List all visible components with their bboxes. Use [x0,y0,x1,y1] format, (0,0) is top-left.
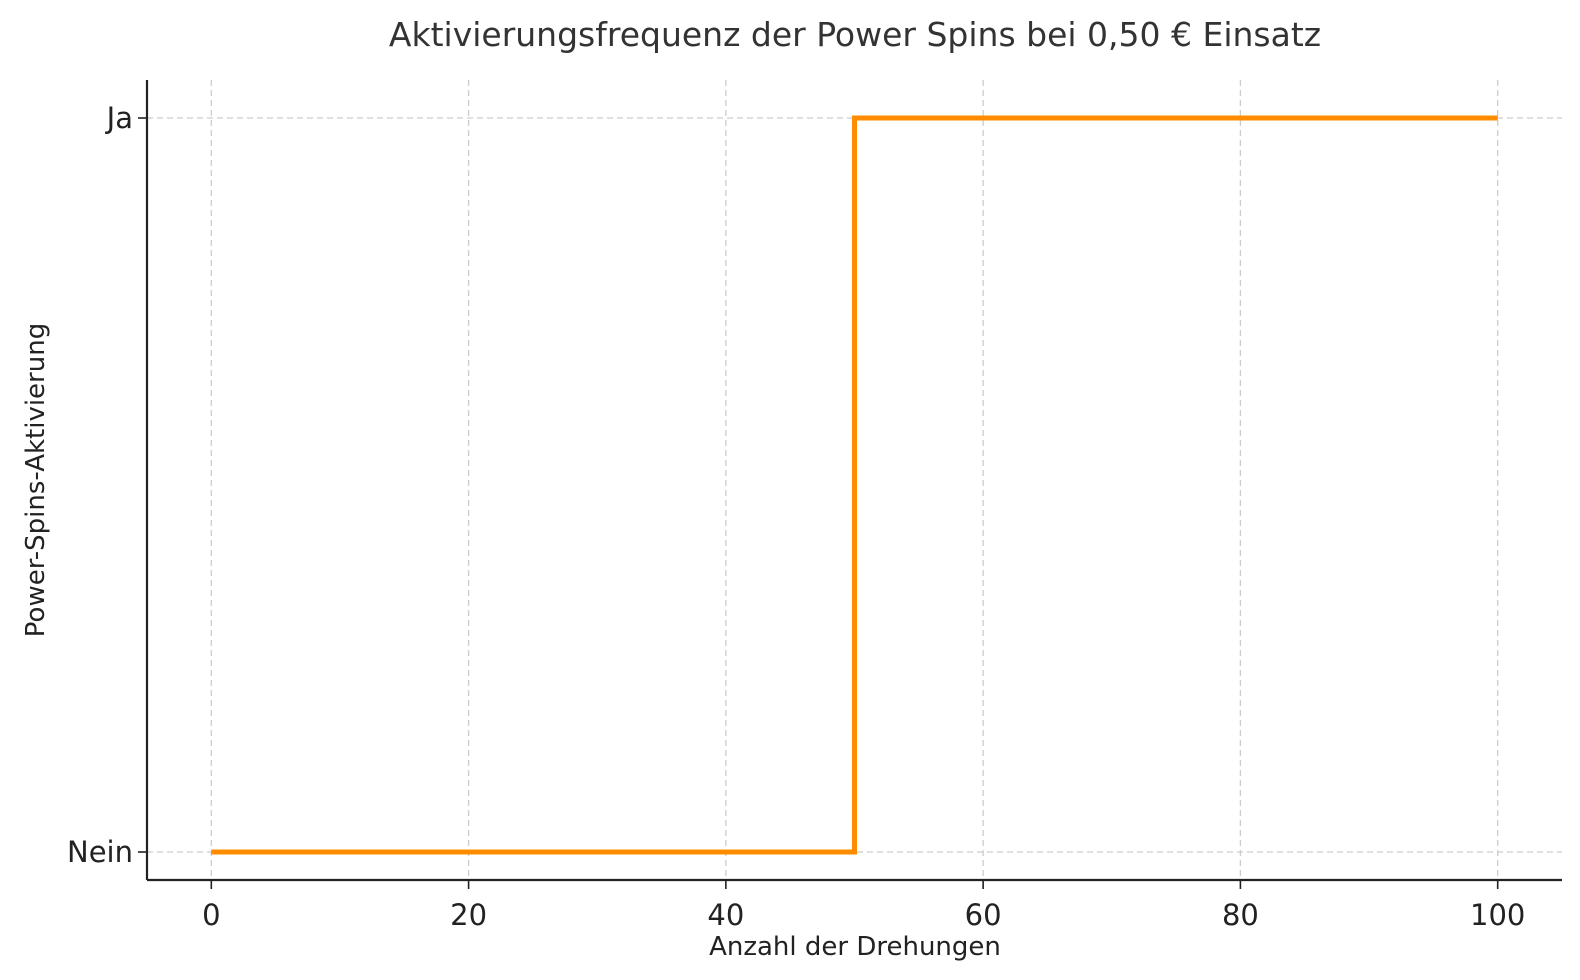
plot-area [211,115,1498,855]
x-tick-label: 100 [1470,898,1525,932]
x-tick-label: 80 [1222,898,1259,932]
x-axis-label: Anzahl der Drehungen [709,932,1001,962]
x-axis-ticks: 0 20 40 60 80 100 [202,880,1525,932]
chart-title: Aktivierungsfrequenz der Power Spins bei… [389,15,1321,54]
x-tick-label: 0 [202,898,220,932]
x-tick-label: 40 [707,898,744,932]
y-axis-ticks: Nein Ja [67,101,147,869]
y-tick-label-nein: Nein [67,835,133,869]
x-tick-label: 20 [450,898,487,932]
axes [145,80,1562,882]
y-tick-label-ja: Ja [105,101,133,135]
x-tick-label: 60 [965,898,1002,932]
y-axis-label: Power-Spins-Aktivierung [21,323,51,637]
step-series-line [211,115,1498,855]
